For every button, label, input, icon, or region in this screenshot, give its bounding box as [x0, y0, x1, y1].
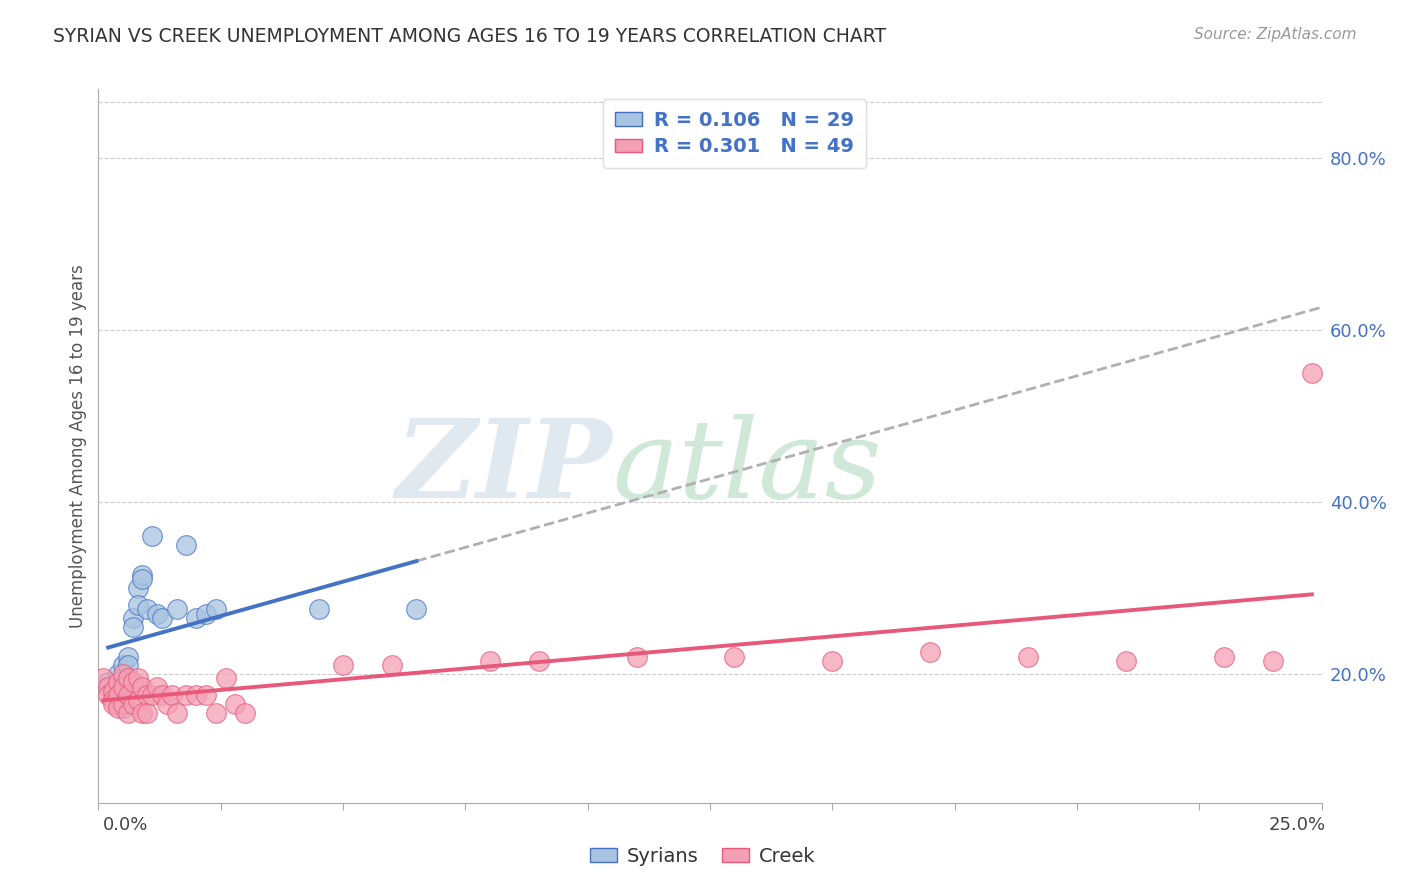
Point	[97, 675, 120, 690]
Point	[117, 658, 139, 673]
Point	[186, 611, 208, 625]
Point	[107, 666, 129, 681]
Text: Source: ZipAtlas.com: Source: ZipAtlas.com	[1194, 27, 1357, 42]
Text: 25.0%: 25.0%	[1268, 816, 1326, 834]
Point	[136, 602, 159, 616]
Point	[107, 680, 129, 694]
Point	[131, 680, 153, 694]
Point	[308, 602, 330, 616]
Point	[117, 675, 139, 690]
Point	[1301, 366, 1323, 380]
Point	[146, 680, 169, 694]
Point	[117, 706, 139, 720]
Point	[111, 671, 134, 685]
Point	[121, 611, 143, 625]
Point	[478, 654, 501, 668]
Point	[166, 706, 188, 720]
Point	[111, 680, 134, 694]
Point	[107, 697, 129, 711]
Legend: Syrians, Creek: Syrians, Creek	[582, 838, 824, 873]
Point	[121, 697, 143, 711]
Point	[205, 706, 228, 720]
Point	[186, 689, 208, 703]
Point	[101, 692, 124, 706]
Point	[405, 602, 427, 616]
Point	[176, 689, 198, 703]
Point	[332, 658, 354, 673]
Point	[111, 666, 134, 681]
Y-axis label: Unemployment Among Ages 16 to 19 years: Unemployment Among Ages 16 to 19 years	[69, 264, 87, 628]
Point	[97, 689, 120, 703]
Point	[920, 645, 942, 659]
Text: ZIP: ZIP	[395, 414, 612, 521]
Point	[107, 689, 129, 703]
Point	[107, 701, 129, 715]
Point	[141, 529, 163, 543]
Point	[131, 706, 153, 720]
Point	[91, 671, 114, 685]
Point	[224, 697, 246, 711]
Point	[101, 697, 124, 711]
Point	[381, 658, 404, 673]
Point	[233, 706, 256, 720]
Point	[127, 692, 149, 706]
Point	[821, 654, 844, 668]
Point	[146, 607, 169, 621]
Point	[723, 649, 745, 664]
Point	[1017, 649, 1039, 664]
Point	[107, 675, 129, 690]
Point	[111, 701, 134, 715]
Text: atlas: atlas	[612, 414, 882, 521]
Point	[101, 684, 124, 698]
Point	[111, 697, 134, 711]
Legend: R = 0.106   N = 29, R = 0.301   N = 49: R = 0.106 N = 29, R = 0.301 N = 49	[603, 99, 866, 168]
Point	[136, 689, 159, 703]
Point	[1261, 654, 1284, 668]
Point	[136, 706, 159, 720]
Point	[131, 572, 153, 586]
Point	[101, 689, 124, 703]
Point	[214, 671, 236, 685]
Point	[1212, 649, 1234, 664]
Point	[111, 658, 134, 673]
Point	[117, 689, 139, 703]
Point	[127, 581, 149, 595]
Point	[121, 619, 143, 633]
Point	[176, 538, 198, 552]
Point	[150, 689, 173, 703]
Point	[127, 598, 149, 612]
Point	[141, 689, 163, 703]
Point	[121, 675, 143, 690]
Point	[131, 568, 153, 582]
Point	[527, 654, 550, 668]
Point	[117, 649, 139, 664]
Text: SYRIAN VS CREEK UNEMPLOYMENT AMONG AGES 16 TO 19 YEARS CORRELATION CHART: SYRIAN VS CREEK UNEMPLOYMENT AMONG AGES …	[53, 27, 887, 45]
Point	[117, 671, 139, 685]
Text: 0.0%: 0.0%	[103, 816, 148, 834]
Point	[150, 611, 173, 625]
Point	[1115, 654, 1137, 668]
Point	[626, 649, 648, 664]
Point	[97, 680, 120, 694]
Point	[156, 697, 179, 711]
Point	[127, 671, 149, 685]
Point	[101, 680, 124, 694]
Point	[195, 689, 218, 703]
Point	[160, 689, 183, 703]
Point	[195, 607, 218, 621]
Point	[205, 602, 228, 616]
Point	[166, 602, 188, 616]
